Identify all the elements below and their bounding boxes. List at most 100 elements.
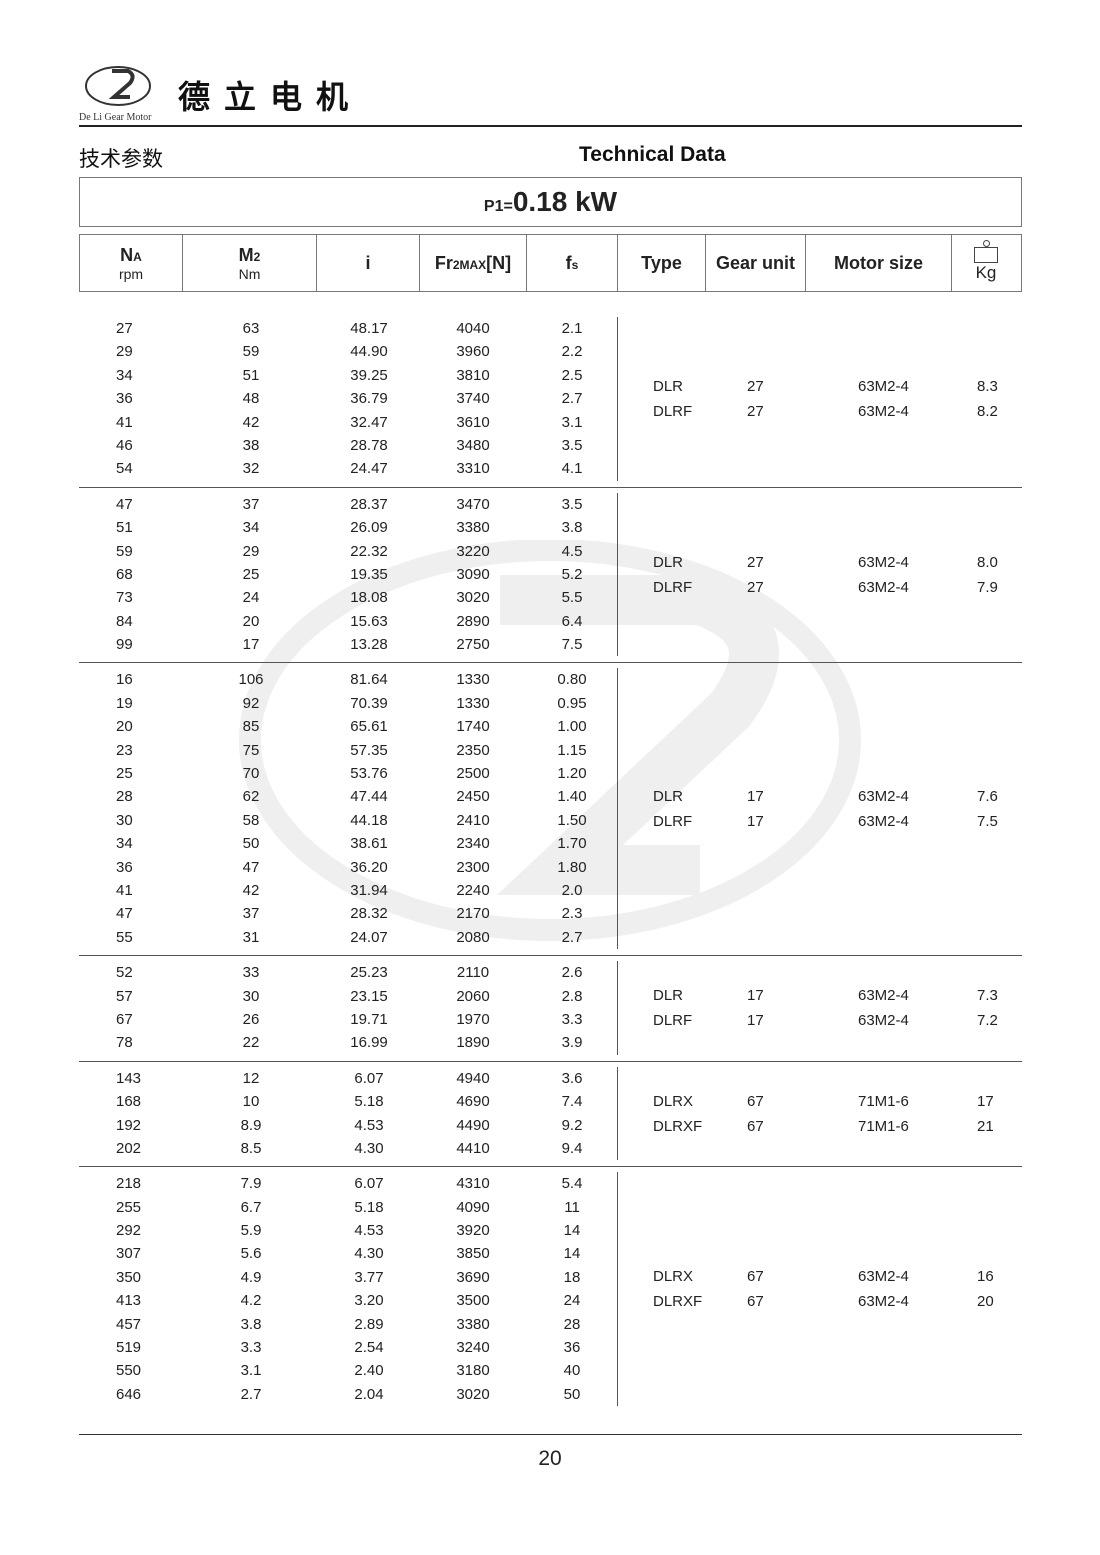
torque-cell: 7.9 bbox=[240, 1175, 262, 1193]
speed-cell: 30 bbox=[116, 811, 133, 829]
weight-cell: 7.6 bbox=[977, 787, 998, 805]
service-factor-cell: 3.6 bbox=[561, 1069, 583, 1087]
weight-cell: 8.0 bbox=[977, 553, 998, 571]
speed-cell: 457 bbox=[116, 1315, 142, 1333]
motor-size-cell: 71M1-6 bbox=[858, 1092, 909, 1110]
ratio-cell: 28.32 bbox=[350, 905, 388, 923]
ratio-cell: 24.47 bbox=[350, 460, 388, 478]
power-value: 0.18 kW bbox=[512, 186, 618, 217]
speed-cell: 47 bbox=[116, 905, 133, 923]
service-factor-cell: 14 bbox=[563, 1245, 581, 1263]
radial-load-cell: 1890 bbox=[456, 1034, 490, 1052]
ratio-cell: 19.71 bbox=[350, 1010, 388, 1028]
radial-load-cell: 2080 bbox=[456, 928, 490, 946]
torque-cell: 58 bbox=[242, 811, 260, 829]
table-row: 67 26 19.71 1970 3.3 bbox=[79, 1008, 617, 1031]
speed-cell: 84 bbox=[116, 612, 133, 630]
table-row: 23 75 57.35 2350 1.15 bbox=[79, 739, 617, 762]
speed-cell: 202 bbox=[116, 1139, 142, 1157]
table-row: 519 3.3 2.54 3240 36 bbox=[79, 1336, 617, 1359]
table-row: 30 58 44.18 2410 1.50 bbox=[79, 809, 617, 832]
weight-icon bbox=[974, 240, 998, 263]
motor-size-cell: 63M2-4 bbox=[858, 377, 909, 395]
speed-cell: 59 bbox=[116, 542, 133, 560]
speed-cell: 54 bbox=[116, 460, 133, 478]
speed-cell: 292 bbox=[116, 1222, 142, 1240]
table-row: 52 33 25.23 2110 2.6 bbox=[79, 961, 617, 984]
type-cell: DLRF bbox=[653, 402, 693, 420]
page-number: 20 bbox=[538, 1447, 562, 1470]
service-factor-cell: 1.70 bbox=[557, 835, 587, 853]
service-factor-cell: 5.5 bbox=[561, 589, 583, 607]
torque-cell: 4.9 bbox=[240, 1268, 262, 1286]
torque-cell: 50 bbox=[242, 835, 260, 853]
torque-cell: 3.3 bbox=[240, 1339, 262, 1357]
table-row: 47 37 28.37 3470 3.5 bbox=[79, 493, 617, 516]
torque-cell: 59 bbox=[242, 343, 260, 361]
speed-cell: 78 bbox=[116, 1034, 133, 1052]
column-header: Fr2MAX[N] bbox=[420, 235, 527, 291]
speed-cell: 550 bbox=[116, 1362, 142, 1380]
table-row: 68 25 19.35 3090 5.2 bbox=[79, 563, 617, 586]
torque-cell: 48 bbox=[242, 390, 260, 408]
radial-load-cell: 3740 bbox=[456, 390, 490, 408]
gear-unit-cell: 67 bbox=[747, 1293, 764, 1311]
radial-load-cell: 3810 bbox=[456, 366, 490, 384]
speed-cell: 29 bbox=[116, 343, 133, 361]
ratio-cell: 24.07 bbox=[350, 928, 388, 946]
gear-unit-cell: 17 bbox=[747, 812, 764, 830]
table-row: 34 50 38.61 2340 1.70 bbox=[79, 832, 617, 855]
weight-cell: 16 bbox=[977, 1268, 994, 1286]
type-cell: DLR bbox=[653, 986, 684, 1004]
torque-cell: 2.7 bbox=[240, 1385, 262, 1403]
unit-info: DLRX 67 71M1-6 17 DLRXF 67 71M1-6 21 bbox=[617, 1066, 1022, 1161]
service-factor-cell: 24 bbox=[563, 1292, 581, 1310]
speed-cell: 19 bbox=[116, 694, 133, 712]
table-row: 143 12 6.07 4940 3.6 bbox=[79, 1067, 617, 1090]
radial-load-cell: 4090 bbox=[456, 1198, 490, 1216]
speed-cell: 350 bbox=[116, 1268, 142, 1286]
service-factor-cell: 11 bbox=[564, 1198, 580, 1216]
type-cell: DLRXF bbox=[653, 1293, 703, 1311]
table-row: 57 30 23.15 2060 2.8 bbox=[79, 985, 617, 1008]
service-factor-cell: 1.15 bbox=[557, 741, 587, 759]
ratio-cell: 6.07 bbox=[354, 1069, 384, 1087]
speed-cell: 36 bbox=[116, 390, 133, 408]
torque-cell: 30 bbox=[242, 987, 260, 1005]
torque-cell: 8.9 bbox=[240, 1116, 262, 1134]
service-factor-cell: 4.5 bbox=[561, 542, 583, 560]
service-factor-cell: 2.0 bbox=[561, 881, 583, 899]
torque-cell: 63 bbox=[242, 320, 260, 337]
radial-load-cell: 2300 bbox=[456, 858, 490, 876]
weight-cell: 7.2 bbox=[977, 1011, 998, 1029]
weight-cell: 17 bbox=[977, 1092, 994, 1110]
service-factor-cell: 28 bbox=[563, 1315, 581, 1333]
table-row: 28 62 47.44 2450 1.40 bbox=[79, 785, 617, 808]
torque-cell: 3.8 bbox=[240, 1315, 262, 1333]
service-factor-cell: 0.95 bbox=[557, 694, 587, 712]
unit-info: DLRX 67 63M2-4 16 DLRXF 67 63M2-4 20 bbox=[617, 1172, 1022, 1407]
speed-cell: 143 bbox=[116, 1069, 142, 1087]
torque-cell: 24 bbox=[242, 589, 260, 607]
radial-load-cell: 3920 bbox=[456, 1222, 490, 1240]
table-group: 218 7.9 6.07 4310 5.4 255 6.7 5.18 4090 11 292 5.9 4… bbox=[79, 1167, 1022, 1407]
ratio-cell: 36.20 bbox=[350, 858, 388, 876]
radial-load-cell: 3500 bbox=[456, 1292, 490, 1310]
gear-unit-cell: 67 bbox=[747, 1092, 764, 1110]
ratio-cell: 2.54 bbox=[354, 1339, 384, 1357]
service-factor-cell: 3.1 bbox=[561, 413, 583, 431]
table-row: 41 42 32.47 3610 3.1 bbox=[79, 411, 617, 434]
speed-cell: 73 bbox=[116, 589, 133, 607]
gear-unit-cell: 67 bbox=[747, 1268, 764, 1286]
speed-cell: 34 bbox=[116, 835, 133, 853]
ratio-cell: 13.28 bbox=[350, 636, 388, 654]
radial-load-cell: 4690 bbox=[456, 1093, 490, 1111]
torque-cell: 17 bbox=[242, 636, 260, 654]
table-row: 46 38 28.78 3480 3.5 bbox=[79, 434, 617, 457]
ratio-cell: 44.18 bbox=[350, 811, 388, 829]
type-cell: DLR bbox=[653, 377, 684, 395]
table-row: 202 8.5 4.30 4410 9.4 bbox=[79, 1137, 617, 1160]
torque-cell: 92 bbox=[242, 694, 260, 712]
service-factor-cell: 3.9 bbox=[561, 1034, 583, 1052]
table-row: 51 34 26.09 3380 3.8 bbox=[79, 516, 617, 539]
